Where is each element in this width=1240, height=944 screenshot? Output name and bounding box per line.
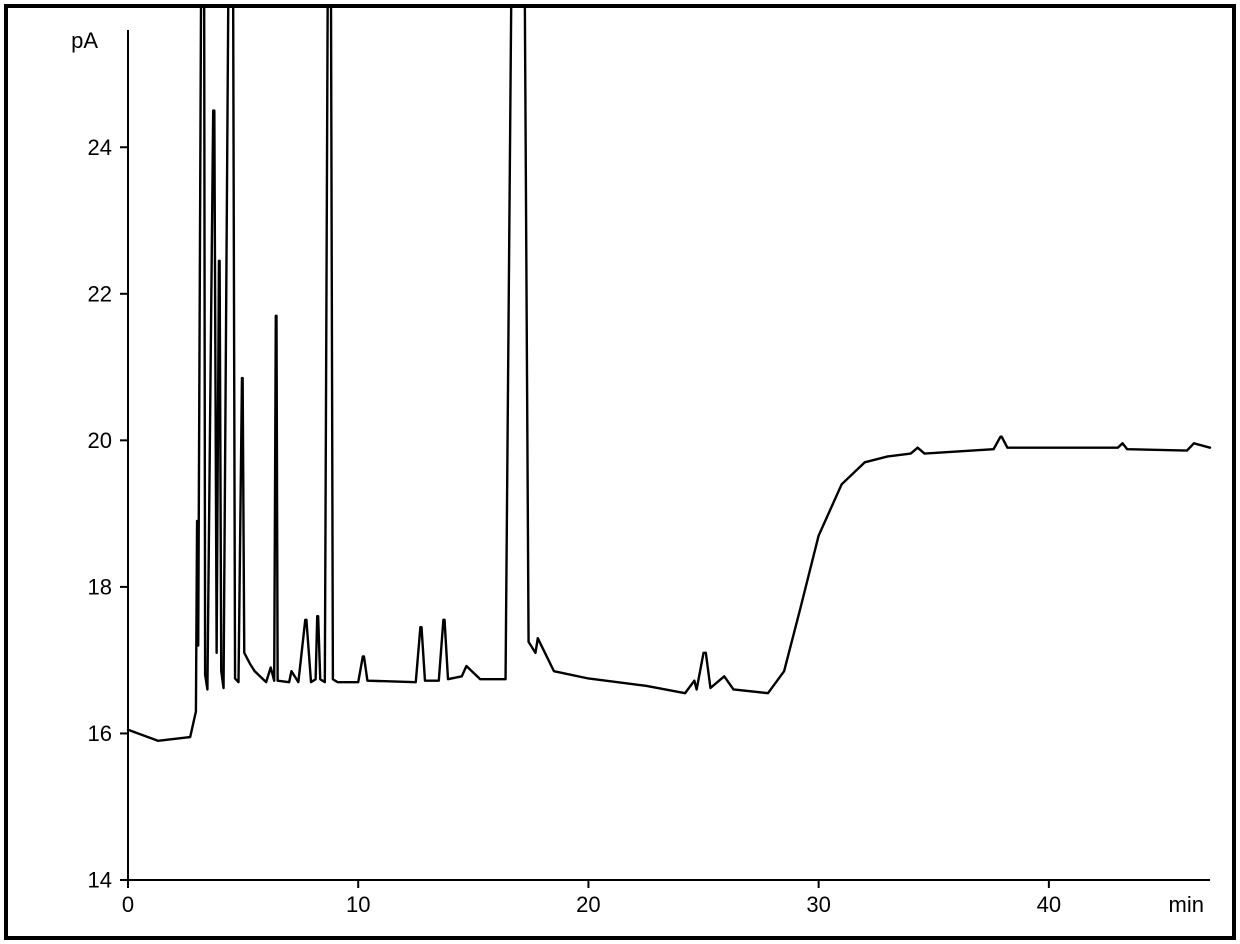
y-tick-label: 18	[88, 575, 112, 600]
y-tick-label: 16	[88, 721, 112, 746]
x-tick-label: 10	[346, 892, 370, 917]
y-tick-label: 14	[88, 868, 112, 893]
x-tick-label: 30	[806, 892, 830, 917]
chromatogram-chart: 0 10 20 30 40 14 16 18 20 22 24 pA min	[0, 0, 1240, 944]
x-tick-label: 40	[1037, 892, 1061, 917]
chart-svg: 0 10 20 30 40 14 16 18 20 22 24 pA min	[0, 0, 1240, 944]
x-tick-label: 20	[576, 892, 600, 917]
y-tick-label: 24	[88, 135, 112, 160]
y-tick-label: 20	[88, 428, 112, 453]
y-tick-label: 22	[88, 281, 112, 306]
y-axis-label: pA	[71, 28, 98, 53]
x-tick-label: 0	[122, 892, 134, 917]
x-axis-label: min	[1169, 892, 1204, 917]
